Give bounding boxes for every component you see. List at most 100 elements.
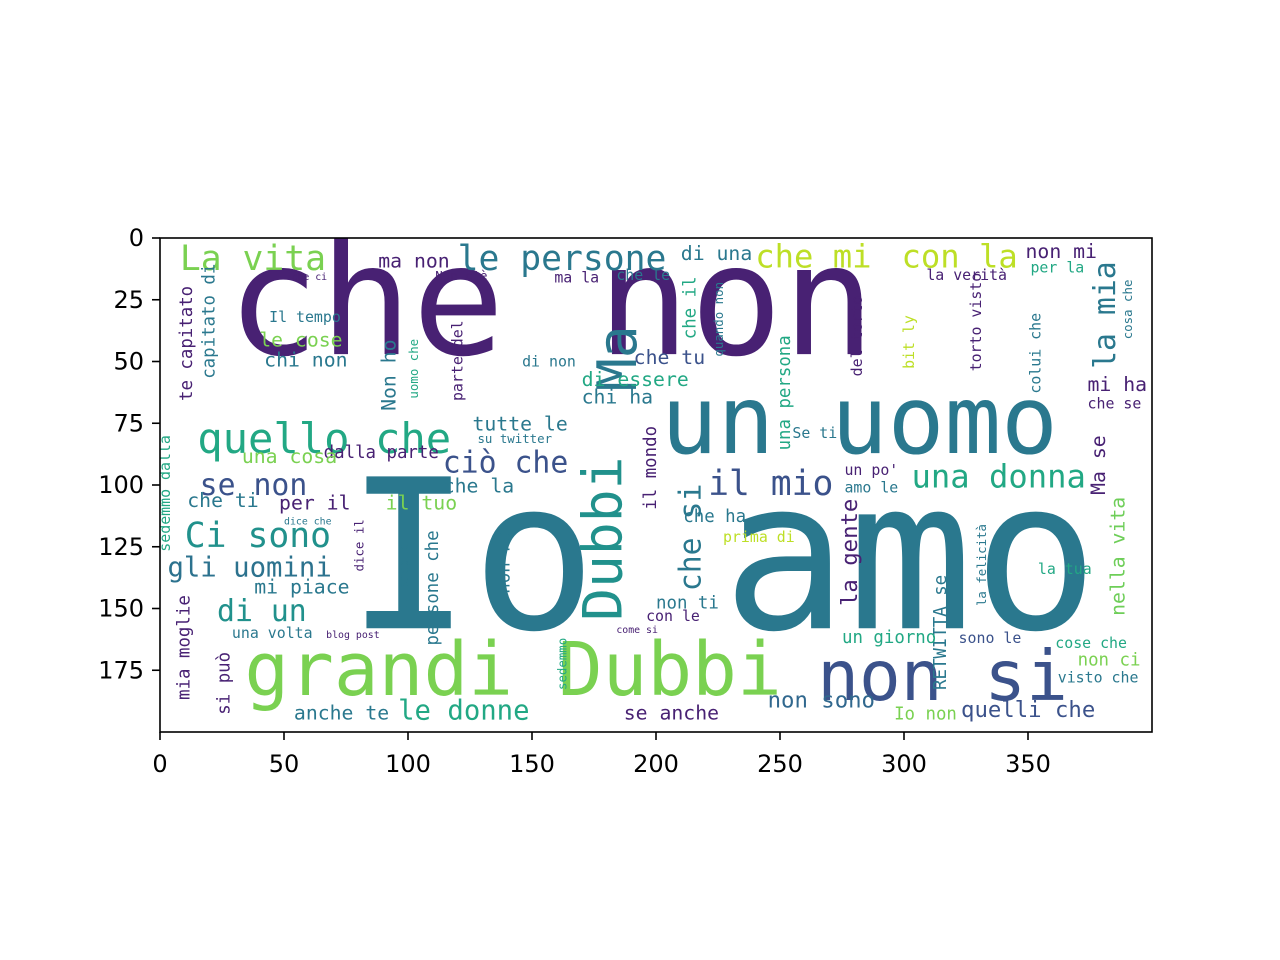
- word-40: che ti: [187, 489, 258, 512]
- word-49: non mi: [1026, 240, 1097, 263]
- word-97: blog post: [326, 630, 380, 641]
- x-tick-label-7: 350: [1005, 750, 1051, 778]
- word-94: su twitter: [477, 431, 552, 446]
- word-51: mi ha: [1088, 373, 1148, 396]
- word-67: un giorno: [842, 628, 936, 648]
- word-68: sono le: [959, 629, 1022, 647]
- word-76: persone che: [423, 530, 443, 645]
- word-57: bit ly: [900, 315, 918, 369]
- word-33: chi non: [264, 348, 347, 371]
- word-0: che non: [227, 212, 875, 391]
- word-80: uomo che: [406, 339, 421, 399]
- word-31: capitato di: [200, 264, 220, 379]
- word-82: si può: [214, 652, 234, 715]
- word-13: una donna: [911, 457, 1085, 495]
- word-65: quando non: [711, 282, 726, 357]
- word-85: Non c'è: [435, 268, 487, 283]
- word-92: dice il: [351, 519, 366, 571]
- word-90: cosa che: [1120, 280, 1135, 340]
- y-tick-label-4: 100: [98, 471, 144, 499]
- y-tick-label-1: 25: [113, 286, 144, 314]
- word-16: se non: [200, 468, 308, 503]
- word-50: la verità: [926, 266, 1007, 284]
- y-axis: 0 25 50 75 100 125 150 175: [98, 224, 160, 684]
- word-2: un uomo: [661, 367, 1058, 476]
- x-tick-label-2: 100: [385, 750, 431, 778]
- word-22: non sono: [768, 687, 875, 713]
- word-36: ma non: [378, 250, 449, 273]
- word-29: mia moglie: [175, 595, 195, 700]
- word-87: che le: [616, 266, 670, 284]
- word-46: chi ha: [582, 385, 653, 408]
- word-26: che si: [674, 484, 709, 592]
- word-42: il tuo: [386, 492, 457, 515]
- word-84: sedemmo: [555, 638, 570, 690]
- word-45: di essere: [582, 368, 689, 391]
- word-73: non ti: [656, 594, 719, 614]
- word-77: Il saggio: [396, 544, 411, 611]
- word-53: una persona: [775, 335, 795, 450]
- word-54: del torto: [848, 296, 866, 377]
- word-4: non si: [817, 637, 1068, 717]
- word-72: la tua: [1038, 560, 1092, 578]
- word-9: La vita: [180, 239, 326, 279]
- x-tick-label-0: 0: [152, 750, 167, 778]
- word-35: Non ho: [378, 339, 401, 410]
- word-63: che ha: [683, 507, 746, 527]
- x-tick-label-4: 200: [633, 750, 679, 778]
- word-23: quelli che: [961, 697, 1095, 723]
- x-tick-label-3: 150: [509, 750, 555, 778]
- y-tick-label-2: 50: [113, 348, 144, 376]
- word-62: il mondo: [641, 426, 661, 510]
- word-66: RETWITTA se: [931, 575, 951, 690]
- y-tick-label-6: 150: [98, 595, 144, 623]
- word-93: la felicità: [974, 524, 989, 606]
- word-1: Io amo: [346, 436, 1098, 678]
- x-axis: 0 50 100 150 200 250 300 350: [152, 732, 1051, 778]
- word-27: la gente: [837, 499, 863, 606]
- word-6: Ma: [585, 325, 649, 391]
- word-5: Dubbi: [570, 457, 634, 621]
- word-37: tutte le: [472, 413, 567, 436]
- word-75: non ha: [495, 531, 515, 594]
- word-39: una cosa: [242, 445, 337, 468]
- y-tick-label-0: 0: [129, 224, 144, 252]
- word-21: se anche: [624, 702, 719, 725]
- word-64: che il: [681, 276, 701, 339]
- word-28: nella vita: [1107, 497, 1130, 616]
- word-19: di un: [217, 594, 307, 629]
- word-38: dalla parte: [324, 443, 439, 463]
- word-12: la mia: [1088, 261, 1123, 369]
- word-47: che tu: [634, 346, 705, 369]
- word-7: quello che: [197, 414, 451, 463]
- word-59: amo le: [844, 478, 898, 496]
- word-56: colui che: [1026, 313, 1044, 394]
- word-14: ciò che: [443, 446, 569, 481]
- y-tick-label-5: 125: [98, 533, 144, 561]
- word-15: il mio: [708, 464, 833, 504]
- word-74: con le: [646, 607, 700, 625]
- word-44: mi piace: [254, 576, 349, 599]
- word-30: te capitato: [177, 286, 197, 401]
- word-52: Ma se: [1087, 435, 1110, 495]
- word-3: grandi Dubbi: [244, 626, 781, 713]
- word-24: anche te: [294, 702, 389, 725]
- word-88: per la: [1030, 259, 1084, 277]
- word-95: come si: [616, 625, 658, 636]
- word-79: di non: [522, 352, 576, 370]
- y-tick-label-3: 75: [113, 409, 144, 437]
- word-89: che ci: [291, 272, 327, 283]
- x-tick-label-6: 300: [881, 750, 927, 778]
- word-71: visto che: [1058, 669, 1139, 687]
- word-34: Il tempo: [269, 308, 341, 326]
- y-tick-label-7: 175: [98, 656, 144, 684]
- x-tick-label-1: 50: [269, 750, 300, 778]
- word-43: che la: [443, 474, 514, 497]
- word-8: le persone: [458, 239, 667, 279]
- word-58: un po': [844, 461, 898, 479]
- word-32: le cose: [259, 329, 342, 352]
- word-81: sedemmo dalla: [156, 435, 174, 552]
- word-25: Io non: [894, 705, 957, 725]
